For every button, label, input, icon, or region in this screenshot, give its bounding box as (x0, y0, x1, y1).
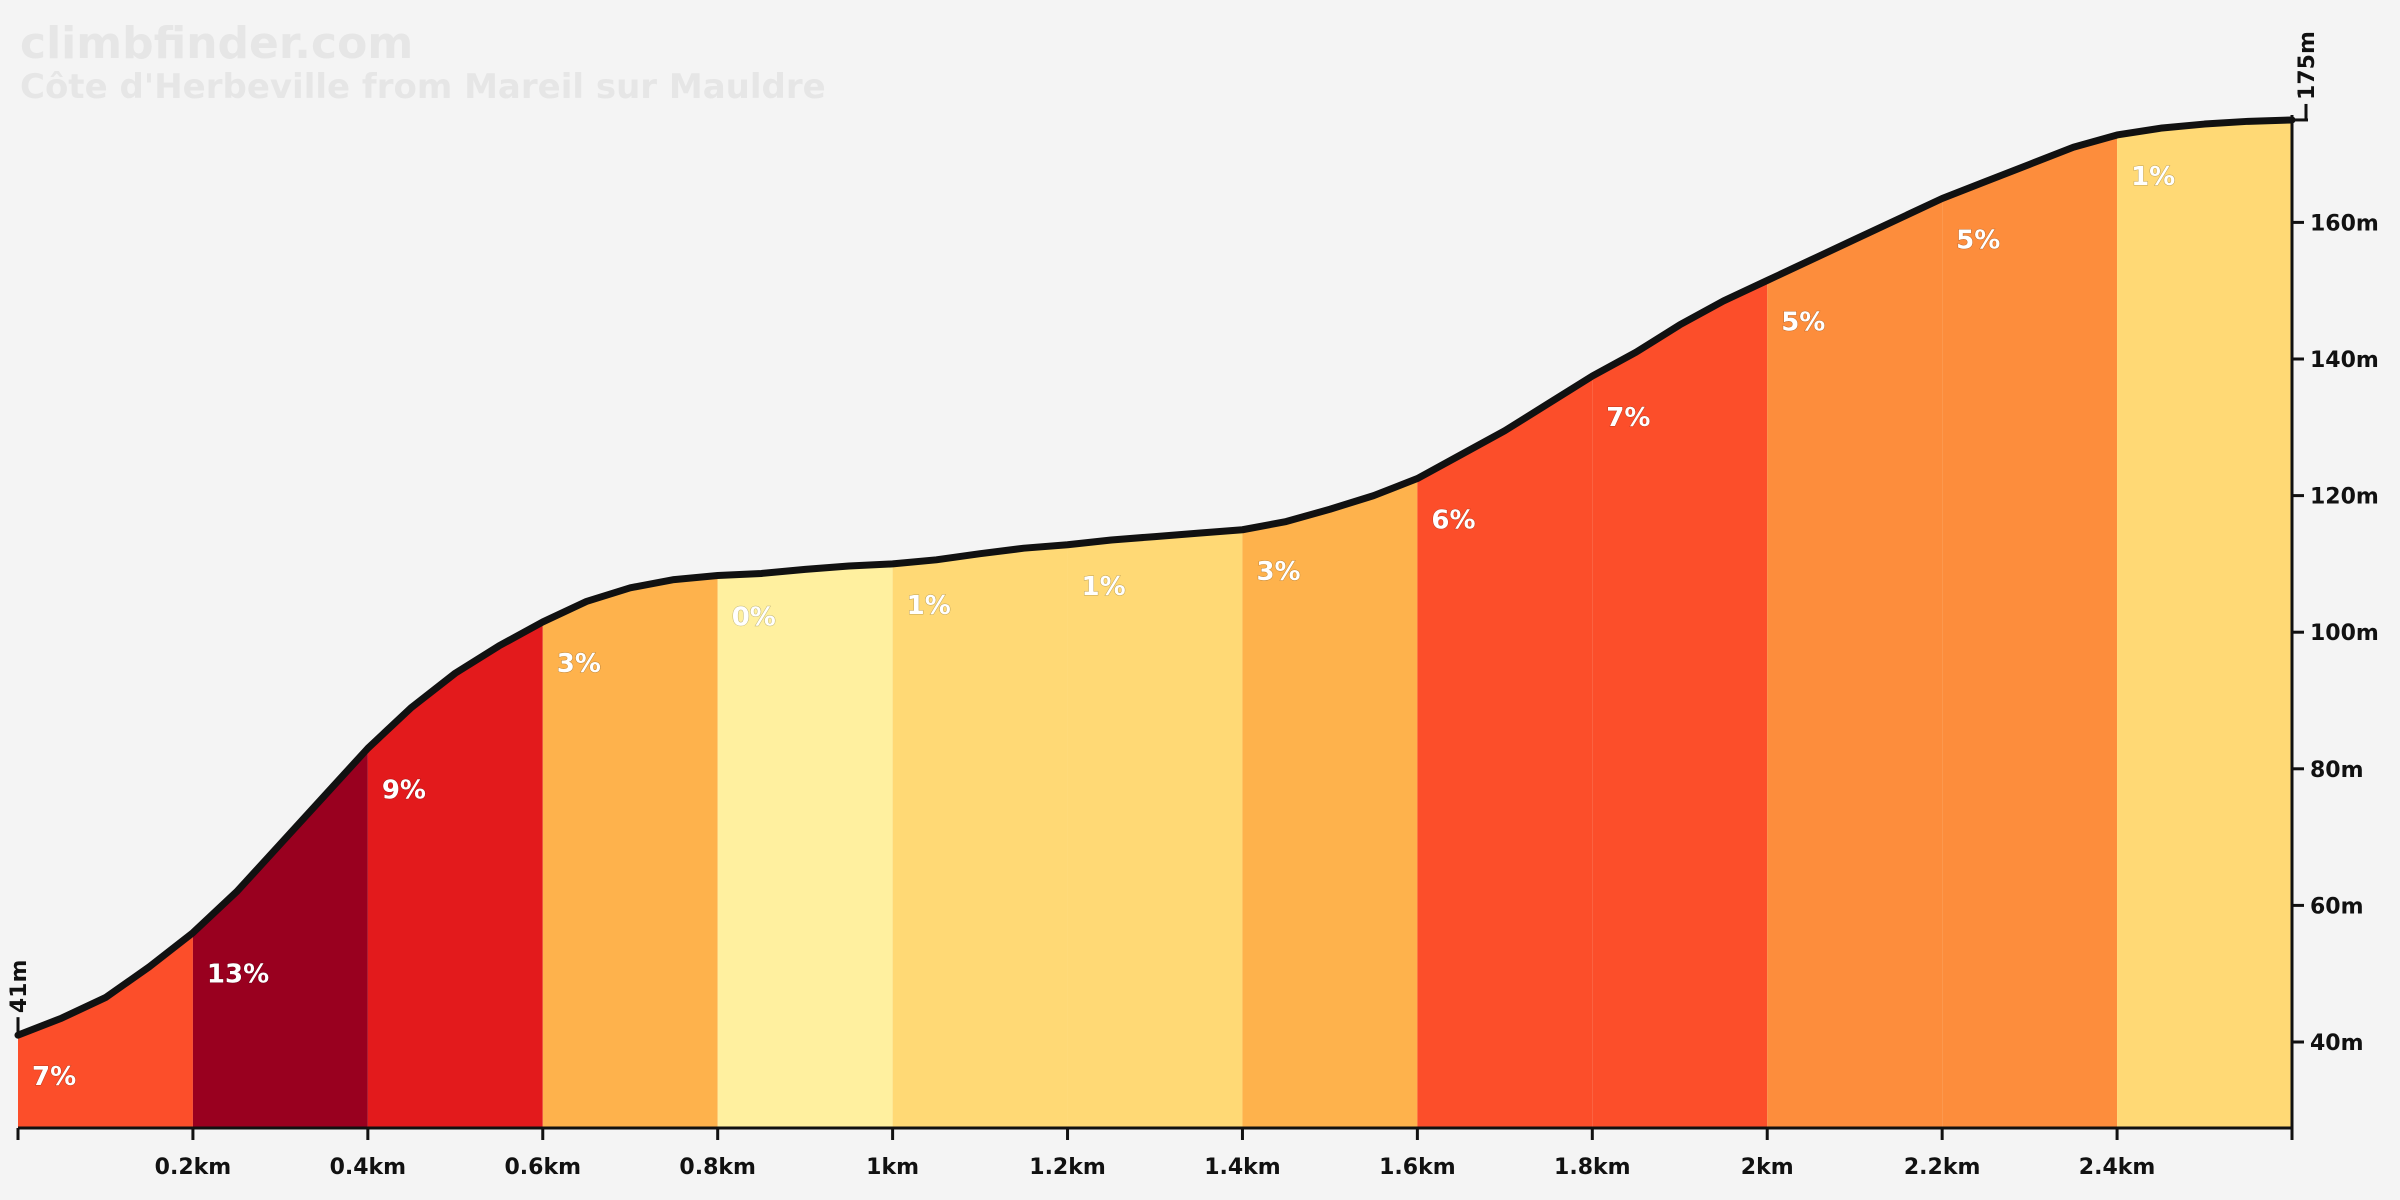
y-tick-label: 80m (2310, 758, 2364, 783)
grade-label: 5% (1956, 225, 2000, 255)
grade-label: 9% (382, 775, 426, 805)
x-tick-label: 0.6km (505, 1155, 582, 1180)
grade-segment-5 (717, 563, 893, 1128)
grade-segment-11 (1767, 198, 1943, 1128)
grade-segment-2 (192, 748, 368, 1128)
grade-label: 3% (1256, 557, 1300, 587)
x-tick-label: 1km (866, 1155, 919, 1180)
x-tick-label: 2km (1741, 1155, 1794, 1180)
y-tick-label: 60m (2310, 894, 2364, 919)
x-tick-label: 2.4km (2079, 1155, 2156, 1180)
grade-labels: 7% 13% 9% 3% 0% 1% 1% 3% 6% 7% 5% 5% 1% (32, 161, 2176, 1092)
grade-segment-4 (542, 575, 718, 1128)
site-title: climbfinder.com (20, 18, 413, 69)
x-tick-label: 1.4km (1204, 1155, 1281, 1180)
grade-segment-7 (1067, 529, 1243, 1128)
x-tick-label: 2.2km (1904, 1155, 1981, 1180)
grade-label: 5% (1781, 307, 1825, 337)
grade-label: 13% (207, 960, 269, 990)
grade-label: 1% (2131, 162, 2175, 192)
x-tick-label: 0.2km (155, 1155, 232, 1180)
profile-line-group (14, 116, 2296, 1039)
x-tick-label: 1.2km (1029, 1155, 1106, 1180)
grade-segment-1 (18, 932, 193, 1128)
x-tick-label: 1.6km (1379, 1155, 1456, 1180)
grade-segment-3 (367, 621, 543, 1128)
grade-segment-6 (892, 544, 1068, 1128)
grade-segment-8 (1242, 478, 1418, 1128)
y-tick-label: 160m (2310, 211, 2379, 236)
y-axis: 40m 60m 80m 100m 120m 140m 160m (2290, 114, 2379, 1128)
x-axis: 0.2km 0.4km 0.6km 0.8km 1km 1.2km 1.4km 1.6km 1.… (16, 1126, 2294, 1180)
grade-label: 3% (557, 649, 601, 679)
grade-label: 7% (1606, 403, 1650, 433)
grade-segment-13 (2117, 119, 2292, 1128)
grade-segments (18, 119, 2292, 1129)
start-elevation-label: 41m (7, 960, 32, 1014)
x-tick-label: 0.4km (330, 1155, 407, 1180)
y-tick-label: 140m (2310, 348, 2379, 373)
grade-segment-12 (1942, 134, 2118, 1128)
grade-label: 7% (32, 1062, 76, 1092)
y-tick-label: 40m (2310, 1031, 2364, 1056)
grade-label: 1% (907, 591, 951, 621)
climb-title: Côte d'Herbeville from Mareil sur Mauldr… (20, 67, 826, 107)
grade-segment-9 (1417, 376, 1593, 1128)
x-tick-label: 0.8km (679, 1155, 756, 1180)
x-tick-label: 1.8km (1554, 1155, 1631, 1180)
y-tick-label: 100m (2310, 621, 2379, 646)
profile-line (14, 116, 2296, 1039)
grade-label: 0% (732, 603, 776, 633)
y-tick-label: 120m (2310, 485, 2379, 510)
grade-segment-10 (1592, 280, 1768, 1129)
grade-label: 1% (1082, 572, 1126, 602)
grade-label: 6% (1431, 506, 1475, 536)
elevation-endpoint-labels: 41m 175m (7, 31, 2320, 1036)
end-elevation-label: 175m (2295, 31, 2320, 100)
